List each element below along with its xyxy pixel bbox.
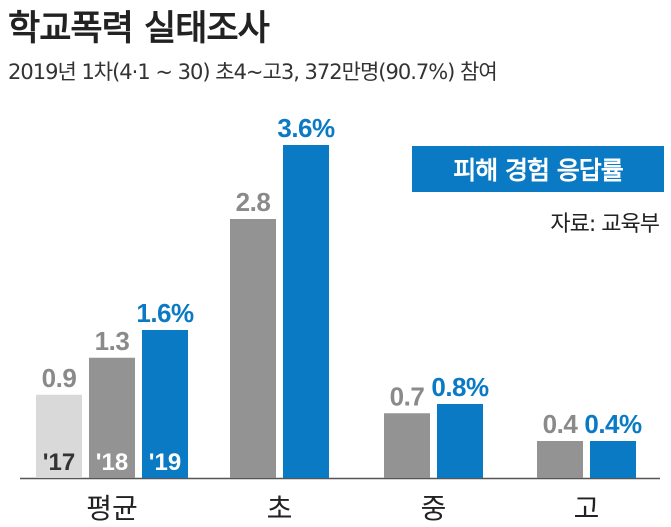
value-label-18-0: 1.3	[95, 326, 130, 356]
bar-19-0	[142, 330, 188, 478]
bar-18-1	[230, 219, 276, 478]
bar-19-3	[590, 441, 636, 478]
category-label-2: 중	[421, 492, 447, 525]
chart-subtitle: 2019년 1차(4·1 ~ 30) 초4~고3, 372만명(90.7%) 참…	[8, 60, 498, 84]
value-label-18-2: 0.7	[390, 381, 425, 411]
value-label-18-1: 2.8	[236, 187, 271, 217]
category-label-3: 고	[574, 492, 600, 525]
bar-17-0	[36, 394, 82, 478]
bar-19-1	[283, 145, 329, 478]
legend-label: 피해 경험 응답률	[412, 146, 664, 192]
value-label-17-0: 0.9	[42, 363, 77, 393]
bar-18-2	[384, 413, 430, 478]
chart-title: 학교폭력 실태조사	[8, 9, 270, 49]
value-label-19-1: 3.6%	[277, 113, 335, 143]
category-label-1: 초	[267, 492, 293, 525]
value-label-19-2: 0.8%	[431, 372, 489, 402]
source-label: 자료: 교육부	[550, 212, 660, 237]
value-label-18-3: 0.4	[543, 409, 579, 439]
bar-18-3	[537, 441, 583, 478]
category-label-0: 평균	[86, 492, 138, 525]
series-label-19: '19	[149, 449, 181, 476]
bar-19-2	[437, 404, 483, 478]
value-label-19-3: 0.4%	[584, 409, 642, 439]
series-label-17: '17	[43, 449, 75, 476]
value-label-19-0: 1.6%	[136, 298, 194, 328]
series-label-18: '18	[96, 449, 128, 476]
bar-18-0	[89, 357, 135, 478]
